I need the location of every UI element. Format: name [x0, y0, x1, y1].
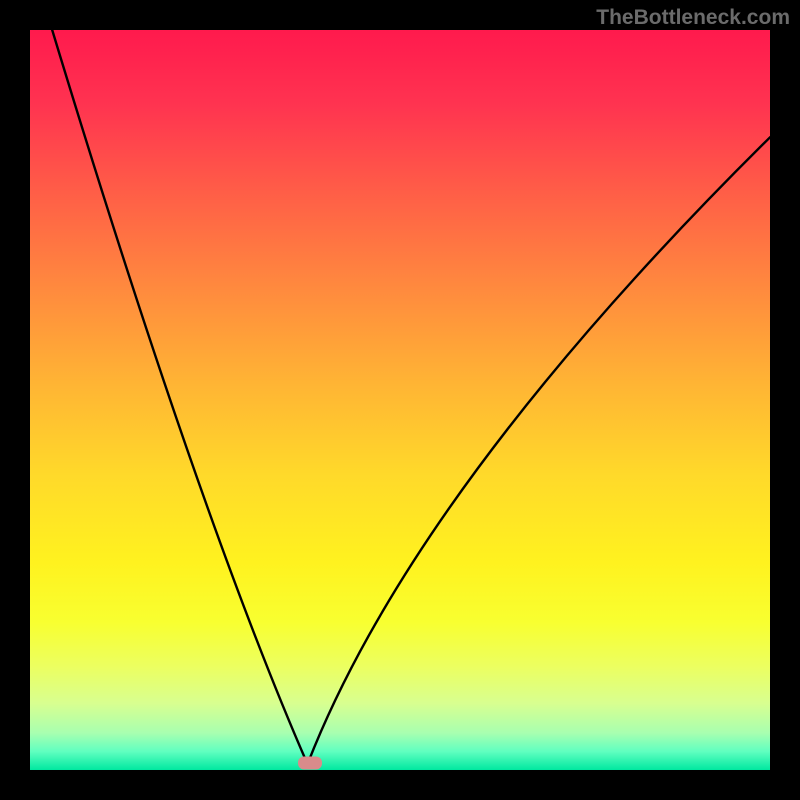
curve-path — [52, 30, 770, 764]
minimum-marker — [298, 756, 322, 769]
plot-area — [30, 30, 770, 770]
bottleneck-curve — [30, 30, 770, 770]
watermark-text: TheBottleneck.com — [596, 6, 790, 30]
